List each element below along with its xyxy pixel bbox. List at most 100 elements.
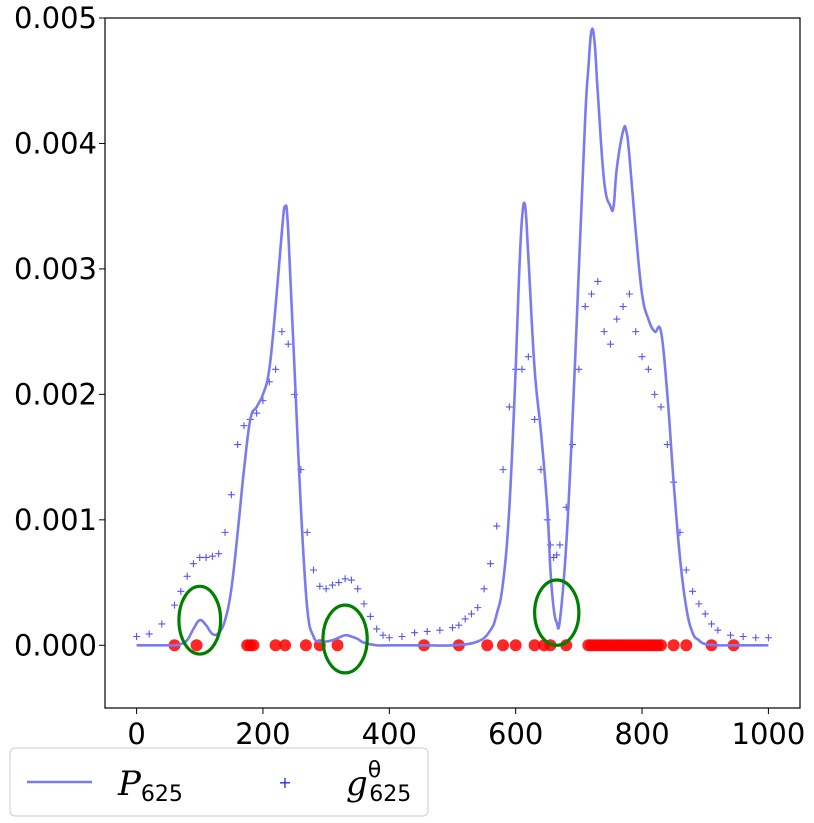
g-marker [581,303,589,311]
g-marker [227,491,235,499]
g-marker [316,582,324,590]
g-marker [379,631,387,639]
g-marker [310,566,317,574]
sample-point [269,639,282,652]
g-marker [727,631,734,639]
g-marker [613,315,621,323]
g-marker [480,585,488,593]
g-marker [240,422,248,430]
g-marker [455,621,463,629]
y-tick-label: 0.001 [14,503,97,537]
g-marker [215,550,223,558]
g-marker [436,626,444,634]
g-marker [663,441,671,449]
legend-g-label: gθ 625 [346,758,411,807]
g-marker [644,365,652,373]
g-marker [657,403,665,411]
g-marker [553,551,561,559]
g-marker [385,634,393,642]
sample-point [680,639,693,652]
x-tick-label: 400 [362,717,417,751]
g-marker [208,552,216,560]
sample-point [299,639,312,652]
x-tick-label: 0 [127,717,145,751]
x-axis: 0 200 400 600 800 1000 [127,708,805,751]
g-marker [335,579,343,587]
sample-point [481,639,494,652]
g-marker [531,415,539,423]
x-tick-label: 200 [235,717,290,751]
sample-point [509,639,522,652]
sample-point [190,639,203,652]
g-marker [341,575,349,583]
y-tick-label: 0.003 [14,252,97,286]
g-marker [278,328,286,336]
g-marker [518,365,526,373]
y-tick-label: 0.000 [14,628,97,662]
g-marker [461,615,469,623]
g-marker [347,576,355,584]
g-marker [493,522,501,530]
y-tick-label: 0.004 [14,126,97,160]
g-marker [202,553,210,561]
g-marker [651,390,659,398]
sample-point [528,639,541,652]
g-marker [133,632,141,640]
g-marker [253,409,261,417]
g-marker [354,585,362,593]
g-marker [632,328,640,336]
g-marker [467,610,475,618]
highlight-ellipse [533,578,581,647]
g-marker [234,441,242,449]
g-marker [284,340,292,348]
g-marker [714,626,722,634]
g-marker [708,620,716,628]
g-markers-layer [133,277,772,642]
g-marker [701,610,709,618]
g-marker [575,365,583,373]
g-marker [739,632,747,640]
sample-point [247,639,260,652]
legend-g-marker-swatch: + [278,773,291,792]
g-marker [682,566,690,574]
y-axis: 0.000 0.001 0.002 0.003 0.004 0.005 [14,1,105,662]
g-marker [689,587,697,595]
g-marker [177,587,185,595]
legend-box [9,747,429,817]
g-marker [594,277,602,285]
p-line-layer [136,27,769,647]
sample-point [655,639,667,652]
g-marker [499,466,507,474]
highlight-ellipse [177,584,223,656]
p-line [136,27,769,647]
g-marker [486,560,494,568]
g-marker [196,553,204,561]
g-marker [322,585,330,593]
y-tick-label: 0.002 [14,377,97,411]
g-marker [423,627,431,635]
g-marker [625,290,633,298]
g-marker [373,625,381,633]
g-marker [474,604,482,612]
g-marker [158,620,166,628]
x-tick-label: 1000 [732,717,806,751]
sample-point [279,639,292,652]
g-marker [556,541,564,549]
g-marker [303,528,311,536]
g-marker [638,353,646,361]
g-marker [183,572,191,580]
g-marker [524,353,532,361]
g-marker [398,632,406,640]
g-marker [449,624,456,632]
g-marker [221,528,229,536]
g-marker [695,600,703,608]
g-marker [272,365,280,373]
g-marker [505,403,513,411]
g-marker [764,634,772,642]
g-marker [189,560,197,568]
legend-p-label: P625 [117,764,183,807]
g-marker [411,629,419,637]
g-marker [145,630,153,638]
y-tick-label: 0.005 [14,1,97,35]
